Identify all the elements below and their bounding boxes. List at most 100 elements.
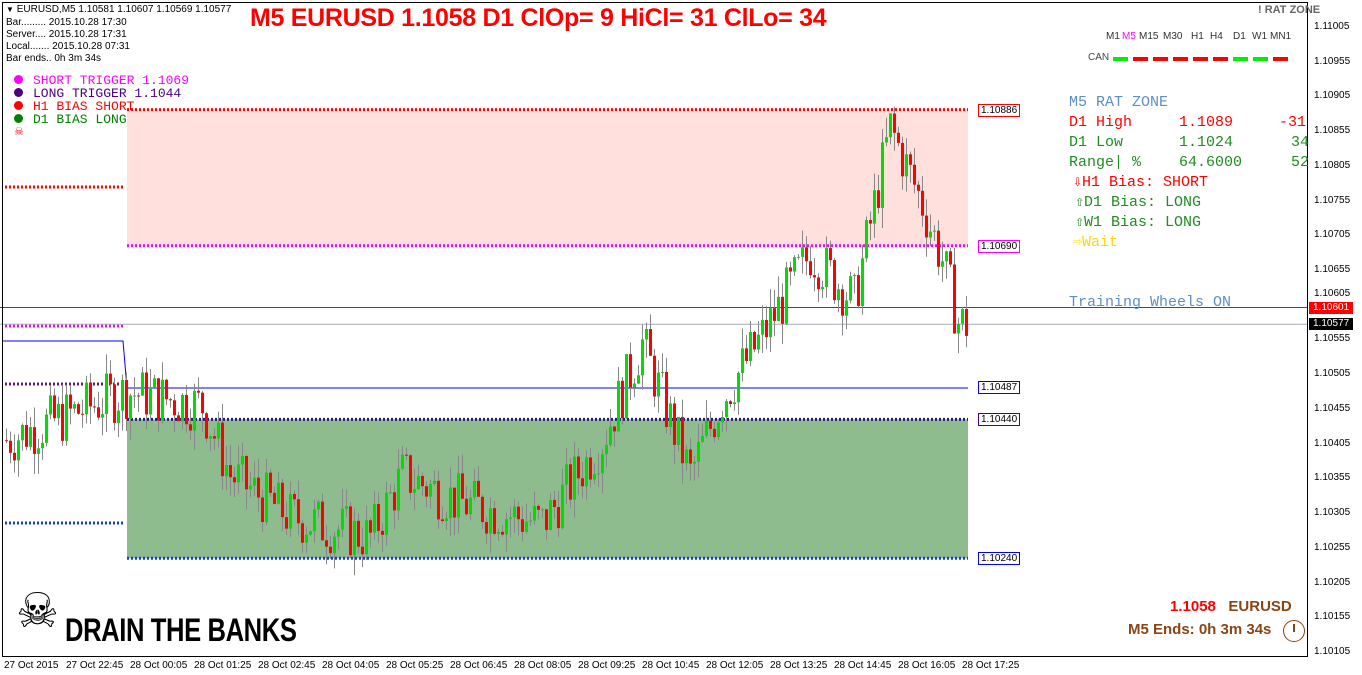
- candle-body: [285, 517, 288, 529]
- candle-body: [281, 482, 284, 518]
- candle-body: [141, 372, 144, 396]
- candle-body: [769, 308, 772, 338]
- x-tick-label: 27 Oct 2015: [4, 660, 59, 671]
- timeframe-W1[interactable]: W1: [1252, 31, 1267, 42]
- candle-body: [677, 416, 680, 445]
- candle-body: [389, 492, 392, 494]
- x-tick-label: 28 Oct 05:25: [386, 660, 444, 671]
- timeframe-M1[interactable]: M1: [1106, 31, 1120, 42]
- candle-body: [645, 329, 648, 340]
- candle-body: [953, 264, 956, 334]
- timeframe-MN1[interactable]: MN1: [1270, 31, 1292, 42]
- legend-item: LONG TRIGGER 1.1044: [14, 87, 181, 100]
- x-tick-label: 28 Oct 16:05: [898, 660, 956, 671]
- candle-body: [445, 518, 448, 522]
- short-trigger-tag: 1.10690: [978, 239, 1021, 253]
- clock-icon: [1283, 620, 1305, 642]
- candle-body: [213, 436, 216, 439]
- candle-body: [673, 403, 676, 445]
- x-tick-label: 28 Oct 01:25: [194, 660, 252, 671]
- w1-bias: ⇧W1 Bias: LONG: [1075, 214, 1202, 231]
- candle-body: [809, 261, 812, 276]
- candle-body: [905, 154, 908, 177]
- candle-body: [493, 508, 496, 534]
- candle-body: [965, 308, 968, 336]
- d1-low-diff: 34: [1291, 134, 1310, 151]
- candle-body: [841, 289, 844, 316]
- candle-body: [409, 455, 412, 493]
- candle-body: [397, 468, 400, 511]
- x-tick-label: 28 Oct 10:45: [642, 660, 700, 671]
- candle-body: [221, 422, 224, 477]
- skull-crossbones-icon: ☠: [16, 585, 60, 638]
- candle-body: [485, 522, 488, 534]
- can-bar: [1113, 57, 1128, 61]
- candle-body: [937, 230, 940, 267]
- bottom-symbol: EURUSD: [1228, 598, 1292, 615]
- candle-body: [201, 392, 204, 414]
- candle-body: [949, 251, 952, 265]
- candle-body: [741, 348, 744, 373]
- candle-body: [657, 372, 660, 397]
- legend-dot-icon: [14, 114, 23, 123]
- legend-dot-icon: [14, 75, 23, 84]
- candle-body: [417, 475, 420, 489]
- candle-body: [197, 390, 200, 393]
- candle-body: [337, 529, 340, 537]
- candle-body: [585, 457, 588, 487]
- candle-body: [865, 220, 868, 259]
- timeframe-H4[interactable]: H4: [1210, 31, 1223, 42]
- candle-body: [273, 492, 276, 504]
- candle-body: [301, 523, 304, 543]
- candle-body: [453, 487, 456, 518]
- candle-body: [765, 319, 768, 338]
- candle-body: [41, 442, 44, 449]
- candle-body: [497, 531, 500, 534]
- candle-body: [693, 461, 696, 464]
- candle-body: [341, 508, 344, 530]
- candle-body: [665, 371, 668, 427]
- candle-body: [377, 503, 380, 531]
- candle-body: [65, 394, 68, 441]
- candle-body: [433, 480, 436, 485]
- candle-body: [781, 296, 784, 324]
- candle-body: [365, 520, 368, 555]
- d1-low-label: D1 Low: [1069, 134, 1124, 151]
- timeframe-M30[interactable]: M30: [1163, 31, 1183, 42]
- candle-body: [245, 456, 248, 490]
- symbol-ohlc: ▼ EURUSD,M5 1.10581 1.10607 1.10569 1.10…: [6, 4, 231, 16]
- server-time: Server.... 2015.10.28 17:31: [6, 29, 127, 40]
- x-tick-label: 28 Oct 14:45: [834, 660, 892, 671]
- candle-body: [429, 484, 432, 497]
- candle-body: [725, 401, 728, 418]
- candle-body: [685, 449, 688, 464]
- d1-high-value: 1.1089: [1179, 114, 1234, 131]
- candle-body: [293, 493, 296, 500]
- candle-body: [393, 492, 396, 511]
- candle-body: [929, 231, 932, 238]
- skull-icon: ☠: [14, 126, 24, 138]
- timeframe-M5[interactable]: M5: [1122, 31, 1136, 42]
- legend-dot-icon: [14, 101, 23, 110]
- chart-title: M5 EURUSD 1.1058 D1 ClOp= 9 HiCl= 31 ClL…: [250, 4, 827, 32]
- candle-body: [193, 390, 196, 431]
- candle-body: [793, 257, 796, 272]
- candle-body: [617, 380, 620, 432]
- candle-body: [137, 395, 140, 397]
- signal: ⇨Wait: [1073, 234, 1119, 251]
- x-tick-label: 28 Oct 08:05: [514, 660, 572, 671]
- candle-body: [145, 372, 148, 415]
- candle-body: [457, 473, 460, 518]
- timeframe-H1[interactable]: H1: [1191, 31, 1204, 42]
- candle-body: [897, 132, 900, 143]
- timeframe-D1[interactable]: D1: [1233, 31, 1246, 42]
- candle-body: [621, 380, 624, 419]
- candle-body: [837, 289, 840, 301]
- bar-time: Bar......... 2015.10.28 17:30: [6, 17, 127, 28]
- timeframe-M15[interactable]: M15: [1139, 31, 1159, 42]
- candle-body: [33, 427, 36, 454]
- y-tick-label: 1.10305: [1314, 507, 1351, 519]
- dropdown-arrow-icon[interactable]: ▼: [6, 5, 14, 14]
- candle-body: [529, 520, 532, 522]
